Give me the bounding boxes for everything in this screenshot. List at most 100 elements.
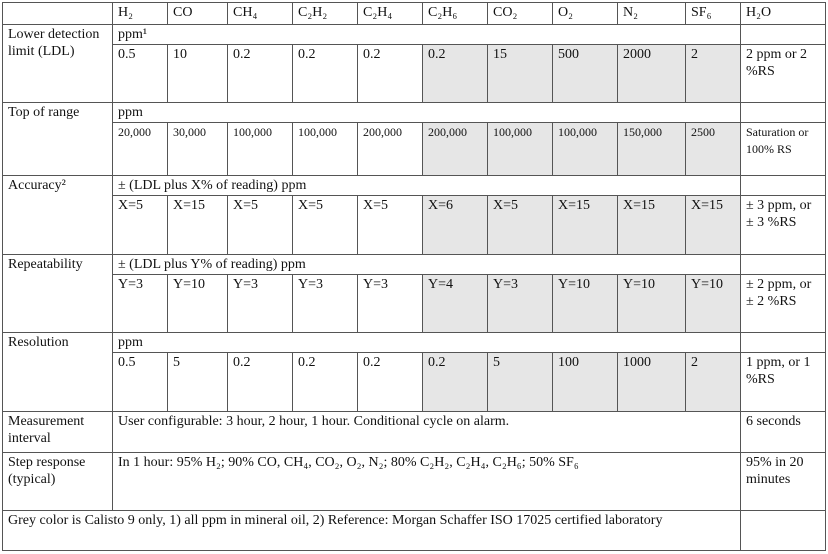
row-label: Measurement interval: [2, 411, 113, 453]
value-cell: X=5: [357, 195, 423, 255]
table-row: 20,000 30,000 100,000 100,000 200,000 200,000…: [3, 122, 826, 176]
column-header: CO: [167, 2, 228, 25]
column-header: H₂O: [740, 2, 826, 25]
empty-cell: [740, 24, 826, 45]
unit-cell: ppm¹: [112, 24, 741, 45]
value-cell: Y=10: [552, 274, 618, 333]
unit-cell: ppm: [112, 332, 741, 353]
value-cell: Y=10: [617, 274, 686, 333]
table-row: Top of range ppm: [2, 102, 826, 176]
row-label: Accuracy²: [2, 175, 113, 255]
column-header: N₂: [617, 2, 686, 25]
value-cell: 0.2: [227, 352, 293, 412]
value-cell: Y=3: [292, 274, 358, 333]
empty-cell: [740, 102, 826, 123]
value-cell: 0.2: [227, 44, 293, 103]
value-cell: X=5: [227, 195, 293, 255]
table-row: X=5 X=15 X=5 X=5 X=5 X=6 X=5 X=15 X=15 X=15 ± 3 pp…: [3, 195, 826, 255]
unit-cell: ± (LDL plus Y% of reading) ppm: [112, 254, 741, 275]
value-cell: 100,000: [292, 122, 358, 176]
value-cell: 500: [552, 44, 618, 103]
value-cell: X=5: [487, 195, 553, 255]
value-cell: 1000: [617, 352, 686, 412]
table-row: Y=3 Y=10 Y=3 Y=3 Y=3 Y=4 Y=3 Y=10 Y=10 Y=10 ± 2 pp…: [3, 274, 826, 333]
value-cell: 15: [487, 44, 553, 103]
text-cell: User configurable: 3 hour, 2 hour, 1 hou…: [112, 411, 741, 453]
column-header: C₂H₆: [422, 2, 488, 25]
value-cell: X=15: [167, 195, 228, 255]
table-row: Grey color is Calisto 9 only, 1) all ppm…: [2, 510, 826, 551]
text-cell: In 1 hour: 95% H₂; 90% CO, CH₄, CO₂, O₂,…: [112, 452, 741, 511]
value-cell: 0.2: [292, 44, 358, 103]
column-header: H₂: [112, 2, 168, 25]
h2o-cell: ± 3 ppm, or ± 3 %RS: [740, 195, 826, 255]
table-row: Resolution ppm: [2, 332, 826, 412]
value-cell: 2: [685, 352, 741, 412]
value-cell: 200,000: [422, 122, 488, 176]
value-cell: Y=10: [167, 274, 228, 333]
value-cell: Y=3: [227, 274, 293, 333]
column-header: C₂H₂: [292, 2, 358, 25]
table-row: H₂ CO CH₄ C₂H₂ C₂H₄ C₂H₆ CO₂ O₂ N₂ SF₆ H₂O: [2, 2, 826, 25]
column-header: CO₂: [487, 2, 553, 25]
value-cell: 5: [487, 352, 553, 412]
value-cell: Y=3: [357, 274, 423, 333]
h2o-cell: ± 2 ppm, or ± 2 %RS: [740, 274, 826, 333]
value-cell: 0.2: [357, 352, 423, 412]
footer-note: Grey color is Calisto 9 only, 1) all ppm…: [2, 510, 741, 551]
value-cell: 10: [167, 44, 228, 103]
column-header: C₂H₄: [357, 2, 423, 25]
corner-cell: [2, 2, 113, 25]
empty-cell: [740, 175, 826, 196]
value-cell: 0.5: [112, 44, 168, 103]
value-cell: 2: [685, 44, 741, 103]
value-cell: Y=10: [685, 274, 741, 333]
value-cell: 0.2: [357, 44, 423, 103]
value-cell: 100,000: [227, 122, 293, 176]
column-header: CH₄: [227, 2, 293, 25]
table-row: Step response (typical) In 1 hour: 95% H₂…: [2, 452, 826, 511]
column-header: SF₆: [685, 2, 741, 25]
value-cell: 150,000: [617, 122, 686, 176]
h2o-cell: 6 seconds: [740, 411, 826, 453]
empty-cell: [740, 332, 826, 353]
table-row: Accuracy² ± (LDL plus X% of reading) ppm: [2, 175, 826, 255]
table-row: Lower detection limit (LDL) ppm¹: [2, 24, 826, 103]
empty-cell: [740, 510, 826, 551]
empty-cell: [740, 254, 826, 275]
row-label: Step response (typical): [2, 452, 113, 511]
value-cell: X=15: [552, 195, 618, 255]
table-row: Repeatability ± (LDL plus Y% of reading) …: [2, 254, 826, 333]
value-cell: 0.5: [112, 352, 168, 412]
value-cell: Y=3: [112, 274, 168, 333]
row-label: Repeatability: [2, 254, 113, 333]
value-cell: X=15: [685, 195, 741, 255]
value-cell: X=5: [292, 195, 358, 255]
table-row: Measurement interval User configurable: 3…: [2, 411, 826, 453]
value-cell: 100,000: [552, 122, 618, 176]
table-row: 0.5 10 0.2 0.2 0.2 0.2 15 500 2000 2 2 ppm or 2 %R…: [3, 44, 826, 103]
value-cell: 20,000: [112, 122, 168, 176]
value-cell: Y=3: [487, 274, 553, 333]
value-cell: 0.2: [292, 352, 358, 412]
value-cell: X=6: [422, 195, 488, 255]
value-cell: 100: [552, 352, 618, 412]
column-header: O₂: [552, 2, 618, 25]
value-cell: X=5: [112, 195, 168, 255]
value-cell: 0.2: [422, 44, 488, 103]
value-cell: 2000: [617, 44, 686, 103]
unit-cell: ppm: [112, 102, 741, 123]
value-cell: 100,000: [487, 122, 553, 176]
value-cell: 0.2: [422, 352, 488, 412]
value-cell: 5: [167, 352, 228, 412]
value-cell: Y=4: [422, 274, 488, 333]
row-label: Top of range: [2, 102, 113, 176]
value-cell: 200,000: [357, 122, 423, 176]
table-row: 0.5 5 0.2 0.2 0.2 0.2 5 100 1000 2 1 ppm, or 1 %RS: [3, 352, 826, 412]
h2o-cell: 2 ppm or 2 %RS: [740, 44, 826, 103]
h2o-cell: Saturation or 100% RS: [740, 122, 826, 176]
unit-cell: ± (LDL plus X% of reading) ppm: [112, 175, 741, 196]
value-cell: 2500: [685, 122, 741, 176]
